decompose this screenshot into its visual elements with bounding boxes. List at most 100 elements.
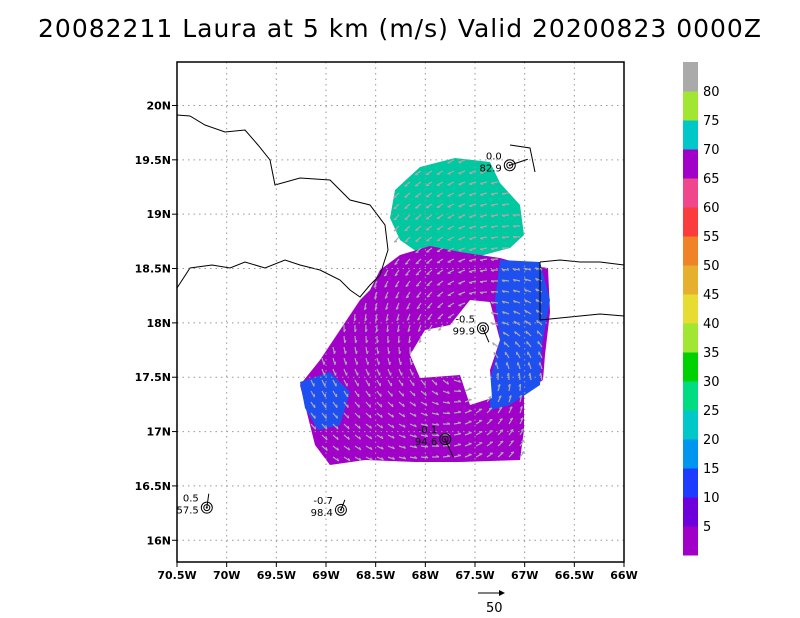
wind-vector-head bbox=[502, 321, 505, 325]
observation-bottom-value: 99.9 bbox=[453, 326, 475, 337]
colorbar-segment bbox=[683, 526, 698, 556]
wind-vector-head bbox=[490, 182, 495, 185]
colorbar-label: 15 bbox=[703, 462, 720, 477]
colorbar-segment bbox=[683, 178, 698, 208]
wind-vector-head bbox=[436, 433, 440, 437]
wind-vector-head bbox=[355, 339, 358, 344]
wind-vector-head bbox=[457, 421, 462, 424]
wind-vector-head bbox=[447, 411, 451, 415]
wind-vector-head bbox=[345, 361, 348, 365]
wind-vector-head bbox=[479, 204, 484, 207]
lon-tick-label: 70W bbox=[213, 569, 240, 582]
wind-vector-head bbox=[436, 444, 440, 447]
wind-vector-head bbox=[494, 362, 497, 366]
wind-vector-head bbox=[415, 262, 419, 265]
wind-vector-head bbox=[457, 454, 461, 456]
wind-vector-head bbox=[428, 328, 432, 332]
wind-vector-head bbox=[344, 350, 347, 355]
wind-vector-head bbox=[499, 429, 504, 432]
wind-vector-head bbox=[501, 268, 505, 272]
colorbar-label: 75 bbox=[703, 114, 720, 129]
lon-tick-label: 69W bbox=[312, 569, 339, 582]
wind-vector-head bbox=[356, 361, 359, 365]
wind-field-east-region bbox=[490, 260, 550, 410]
wind-vector-head bbox=[480, 193, 484, 196]
wind-vector-head bbox=[374, 307, 378, 311]
wind-vector-head bbox=[347, 457, 351, 462]
wind-vector-head bbox=[501, 290, 505, 294]
wind-vector-head bbox=[490, 301, 494, 305]
wind-vector-head bbox=[500, 440, 504, 443]
colorbar-label: 30 bbox=[703, 375, 720, 390]
wind-vector-head bbox=[490, 269, 494, 273]
wind-vector-head bbox=[402, 414, 406, 418]
wind-vector-head bbox=[397, 340, 401, 344]
wind-vector-head bbox=[369, 446, 373, 450]
wind-vector-head bbox=[520, 428, 524, 432]
observation-ring-inner bbox=[479, 324, 487, 332]
wind-vector-head bbox=[413, 392, 416, 397]
wind-vector-head bbox=[469, 172, 473, 175]
wind-vectors bbox=[310, 159, 543, 462]
wind-vector-head bbox=[385, 318, 389, 322]
wind-vector-head bbox=[405, 273, 409, 276]
wind-vector-head bbox=[507, 383, 511, 387]
colorbar-label: 10 bbox=[703, 491, 720, 506]
wind-vector-head bbox=[358, 425, 361, 429]
colorbar-label: 60 bbox=[703, 201, 720, 216]
wind-vector-head bbox=[520, 417, 524, 420]
wind-vector-head bbox=[513, 300, 516, 304]
wind-vector-head bbox=[524, 310, 528, 314]
wind-vector-head bbox=[488, 395, 492, 399]
wind-vector-head bbox=[406, 318, 410, 321]
wind-vector-head bbox=[385, 307, 389, 311]
wind-vector-head bbox=[427, 306, 431, 309]
lon-tick-label: 68W bbox=[412, 569, 439, 582]
wind-vector-head bbox=[490, 248, 495, 251]
coastline-hispaniola bbox=[177, 114, 389, 298]
wind-vector-head bbox=[410, 361, 413, 366]
wind-vector-head bbox=[358, 446, 362, 451]
wind-vector-head bbox=[403, 456, 407, 460]
wind-vector-head bbox=[393, 218, 397, 221]
wind-vector-head bbox=[384, 273, 388, 277]
observation-ring bbox=[439, 433, 452, 446]
wind-vector-head bbox=[403, 445, 407, 449]
wind-vector-head bbox=[413, 413, 417, 417]
wind-vector-head bbox=[416, 295, 420, 298]
wind-vector-head bbox=[490, 226, 495, 229]
wind-vector-head bbox=[447, 422, 451, 425]
wind-vector-head bbox=[358, 415, 361, 419]
wind-vector-head bbox=[387, 340, 390, 344]
wind-vector-head bbox=[336, 436, 339, 440]
wind-vector-head bbox=[536, 330, 539, 334]
colorbar-segment bbox=[683, 497, 698, 527]
observation-marker: -0.798.4 bbox=[311, 496, 347, 519]
wind-vector-head bbox=[469, 205, 473, 208]
wind-vector-head bbox=[425, 413, 428, 417]
colorbar-segment bbox=[683, 323, 698, 353]
wind-vector-head bbox=[393, 229, 398, 232]
colorbar-label: 25 bbox=[703, 404, 720, 419]
observation-marker: -0.599.9 bbox=[453, 314, 490, 343]
colorbar-segment bbox=[683, 120, 698, 150]
wind-vector-head bbox=[406, 307, 410, 310]
wind-vector-head bbox=[510, 451, 515, 454]
wind-vector-head bbox=[447, 390, 450, 394]
wind-vector-head bbox=[489, 418, 493, 421]
wind-vector-head bbox=[513, 320, 517, 325]
wind-vector-head bbox=[413, 403, 417, 407]
observation-top-value: 0.5 bbox=[183, 494, 199, 505]
wind-vector-head bbox=[521, 439, 525, 443]
wind-vector-head bbox=[513, 310, 516, 314]
wind-vector-head bbox=[336, 415, 339, 419]
wind-vector-head bbox=[386, 329, 390, 333]
wind-field-north-region bbox=[390, 158, 524, 262]
wind-vector-head bbox=[416, 284, 420, 287]
wind-vector-head bbox=[399, 361, 402, 365]
wind-barb bbox=[509, 158, 528, 166]
wind-vector-head bbox=[369, 404, 372, 408]
wind-vector-head bbox=[525, 330, 528, 335]
colorbar-segment bbox=[683, 236, 698, 266]
wind-vector-head bbox=[509, 406, 513, 409]
